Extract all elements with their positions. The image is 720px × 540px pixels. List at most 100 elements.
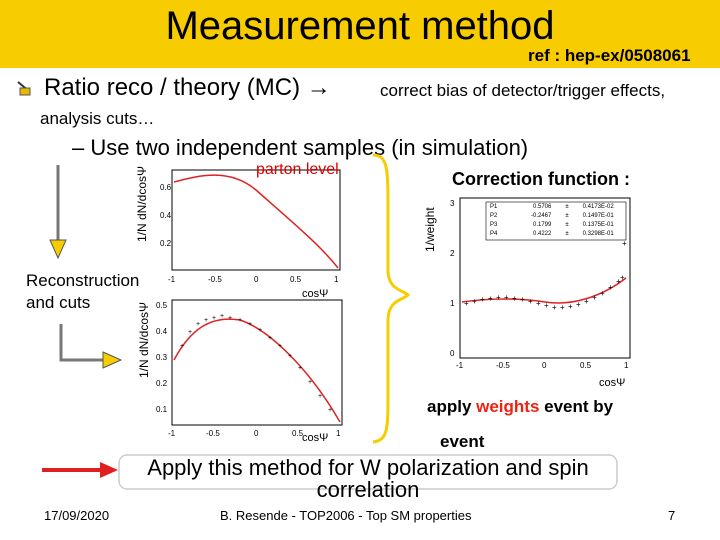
svg-text:+: +: [512, 294, 517, 303]
svg-text:+: +: [592, 293, 597, 302]
svg-text:0.4: 0.4: [156, 327, 168, 336]
svg-text:0: 0: [254, 429, 259, 438]
svg-text:+: +: [552, 303, 557, 312]
svg-text:-0.5: -0.5: [206, 429, 220, 438]
correction-y-label: 1/weight: [423, 207, 437, 252]
svg-text:+: +: [228, 315, 232, 322]
apply-weights-text-line2: event: [440, 432, 485, 451]
bullet-icon: [17, 81, 31, 96]
svg-text:0.1: 0.1: [156, 405, 168, 414]
fit-row-p3: P3 0.1799 ±0.1375E-01: [490, 222, 614, 228]
svg-text:0: 0: [542, 361, 547, 370]
footer-date: 17/09/2020: [44, 508, 110, 523]
svg-text:+: +: [258, 327, 262, 334]
svg-text:+: +: [268, 335, 272, 342]
svg-text:3: 3: [450, 199, 455, 208]
svg-text:+: +: [480, 295, 485, 304]
svg-text:+: +: [528, 297, 533, 306]
fit-row-p4: P4 0.4222 ±0.3298E-01: [490, 231, 614, 237]
slide-title: Measurement method: [165, 4, 555, 48]
svg-text:1: 1: [624, 361, 629, 370]
sub-bullet: – Use two independent samples (in simula…: [72, 135, 529, 160]
footer-text: B. Resende - TOP2006 - Top SM properties: [220, 508, 472, 523]
svg-text:+: +: [298, 365, 302, 372]
brace-icon: [372, 153, 411, 444]
reco-x-label: cosΨ: [302, 432, 329, 444]
svg-text:+: +: [464, 299, 469, 308]
svg-text:0.6: 0.6: [160, 183, 172, 192]
svg-text:+: +: [196, 321, 200, 328]
svg-text:+: +: [488, 294, 493, 303]
svg-text:+: +: [328, 407, 332, 414]
svg-text:+: +: [238, 317, 242, 324]
arrow-down-to-reco: [49, 165, 67, 260]
svg-text:0.3: 0.3: [156, 353, 168, 362]
svg-text:0: 0: [450, 349, 455, 358]
method-statement: Apply this method for W polarization and…: [147, 455, 589, 502]
arrow-right-to-plot: [59, 324, 123, 369]
apply-weights-text: apply weights event by: [427, 397, 614, 416]
svg-text:-1: -1: [168, 275, 176, 284]
reco-line-1: Reconstruction: [26, 271, 140, 290]
svg-text:+: +: [600, 289, 605, 298]
svg-text:+: +: [496, 293, 501, 302]
svg-text:-1: -1: [456, 361, 464, 370]
parton-level-plot: 0.6 0.4 0.2 -1 -0.5 0 0.5 1: [160, 169, 341, 284]
svg-text:-1: -1: [168, 429, 176, 438]
red-arrow-icon: [42, 462, 118, 478]
reconstruction-plot: 0.50.40.3 0.20.1 -1 -0.5 0 0.5 1 ++++ + + + + …: [156, 299, 343, 438]
svg-text:+: +: [472, 297, 477, 306]
svg-text:0.2: 0.2: [160, 239, 172, 248]
reconstruction-label: Reconstruction and cuts: [26, 270, 139, 314]
svg-text:+: +: [584, 297, 589, 306]
svg-text:+: +: [576, 300, 581, 309]
bullet-1-continuation: analysis cuts…: [40, 109, 155, 128]
svg-text:+: +: [536, 299, 541, 308]
svg-text:2: 2: [450, 249, 455, 258]
svg-text:+: +: [288, 353, 292, 360]
bullet-1-tail: correct bias of detector/trigger effects…: [380, 81, 666, 100]
bullet-1: Ratio reco / theory (MC) →: [44, 74, 331, 101]
svg-text:+: +: [212, 315, 216, 322]
page-number: 7: [668, 508, 676, 523]
fit-parameter-table: P1 0.5706 ±0.4173E-02 P2 -0.2467 ±0.1497…: [490, 203, 614, 239]
fit-row-p2: P2 -0.2467 ±0.1497E-01: [490, 213, 614, 219]
svg-text:+: +: [248, 321, 252, 328]
svg-text:0.4: 0.4: [160, 211, 172, 220]
svg-text:0: 0: [254, 275, 259, 284]
svg-text:+: +: [568, 302, 573, 311]
svg-text:+: +: [180, 343, 184, 350]
svg-text:+: +: [278, 343, 282, 350]
svg-text:+: +: [616, 277, 621, 286]
correction-x-label: cosΨ: [599, 377, 626, 389]
svg-text:0.5: 0.5: [290, 275, 302, 284]
svg-text:+: +: [504, 293, 509, 302]
svg-text:1: 1: [334, 275, 339, 284]
parton-y-label: 1/N dN/dcosΨ: [135, 165, 149, 242]
correction-function-title: Correction function :: [452, 169, 630, 189]
svg-text:+: +: [204, 317, 208, 324]
title-bar: [0, 0, 720, 68]
fit-row-p1: P1 0.5706 ±0.4173E-02: [490, 204, 614, 210]
svg-text:+: +: [308, 379, 312, 386]
svg-text:1: 1: [336, 429, 341, 438]
parton-level-label: parton level: [256, 161, 339, 178]
svg-text:+: +: [622, 239, 627, 248]
svg-text:+: +: [188, 329, 192, 336]
svg-text:0.5: 0.5: [580, 361, 592, 370]
reco-line-2: and cuts: [26, 293, 91, 312]
reference: ref : hep-ex/0508061: [528, 46, 691, 65]
svg-text:+: +: [608, 283, 613, 292]
svg-text:0.5: 0.5: [156, 301, 168, 310]
svg-text:-0.5: -0.5: [208, 275, 222, 284]
method-box: [118, 454, 618, 490]
svg-text:+: +: [220, 313, 224, 320]
svg-text:+: +: [544, 301, 549, 310]
svg-text:+: +: [620, 273, 625, 282]
svg-text:0.2: 0.2: [156, 379, 168, 388]
parton-x-label: cosΨ: [302, 288, 329, 300]
svg-text:1: 1: [450, 299, 455, 308]
svg-text:0.5: 0.5: [292, 429, 304, 438]
svg-text:+: +: [318, 393, 322, 400]
